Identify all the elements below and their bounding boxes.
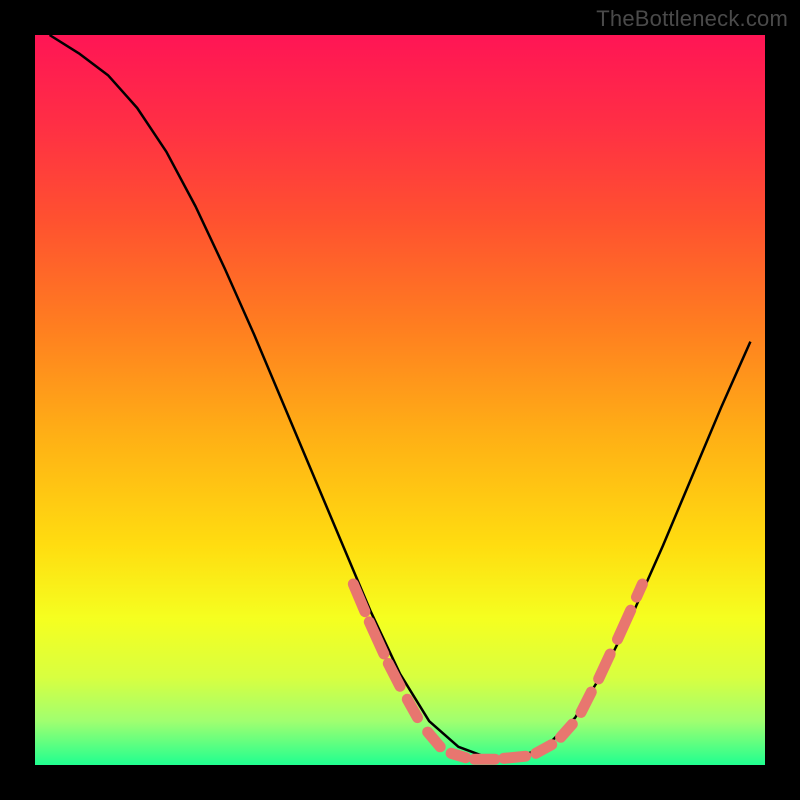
highlight-segment <box>536 745 552 754</box>
plot-background-gradient <box>35 35 765 765</box>
highlight-segment <box>637 584 643 597</box>
highlight-segment <box>504 756 526 758</box>
watermark-text: TheBottleneck.com <box>596 6 788 32</box>
chart-container: TheBottleneck.com <box>0 0 800 800</box>
bottleneck-chart <box>0 0 800 800</box>
highlight-segment <box>451 753 466 757</box>
